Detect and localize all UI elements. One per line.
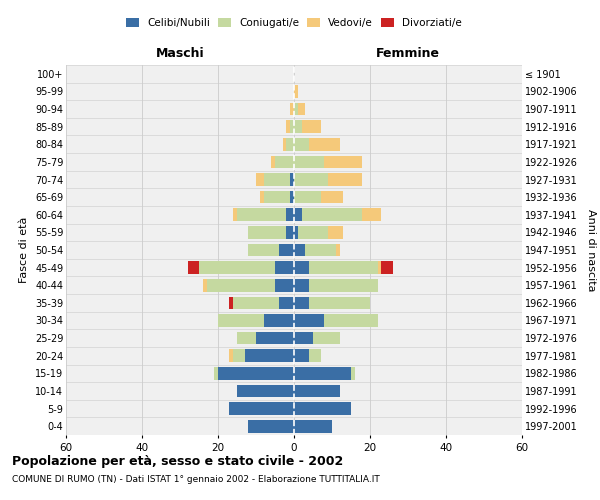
Bar [188, 262, 199, 274]
Bar [286, 138, 294, 150]
Bar [218, 367, 294, 380]
Bar [294, 420, 332, 432]
Bar [290, 120, 294, 133]
Bar [382, 262, 393, 274]
Bar [286, 226, 294, 238]
Bar [294, 244, 305, 256]
Bar [275, 262, 294, 274]
Bar [237, 384, 294, 398]
Y-axis label: Fasce di età: Fasce di età [19, 217, 29, 283]
Bar [294, 226, 298, 238]
Bar [298, 226, 328, 238]
Bar [294, 314, 325, 327]
Bar [328, 173, 362, 186]
Bar [309, 296, 370, 309]
Bar [309, 279, 377, 291]
Bar [283, 138, 286, 150]
Bar [362, 208, 382, 221]
Bar [305, 244, 336, 256]
Bar [229, 402, 294, 415]
Bar [290, 173, 294, 186]
Y-axis label: Anni di nascita: Anni di nascita [586, 209, 596, 291]
Bar [218, 314, 263, 327]
Bar [294, 367, 351, 380]
Bar [309, 350, 320, 362]
Bar [336, 244, 340, 256]
Bar [233, 350, 245, 362]
Bar [294, 173, 328, 186]
Bar [298, 102, 305, 116]
Bar [302, 120, 320, 133]
Bar [328, 226, 343, 238]
Text: Femmine: Femmine [376, 46, 440, 60]
Bar [286, 208, 294, 221]
Bar [294, 138, 309, 150]
Bar [233, 296, 279, 309]
Bar [290, 102, 294, 116]
Bar [309, 262, 377, 274]
Bar [294, 296, 309, 309]
Bar [214, 367, 218, 380]
Bar [275, 279, 294, 291]
Bar [263, 173, 290, 186]
Bar [309, 138, 340, 150]
Legend: Celibi/Nubili, Coniugati/e, Vedovi/e, Divorziati/e: Celibi/Nubili, Coniugati/e, Vedovi/e, Di… [126, 18, 462, 28]
Bar [294, 156, 325, 168]
Bar [203, 279, 206, 291]
Text: COMUNE DI RUMO (TN) - Dati ISTAT 1° gennaio 2002 - Elaborazione TUTTITALIA.IT: COMUNE DI RUMO (TN) - Dati ISTAT 1° genn… [12, 475, 380, 484]
Bar [286, 120, 290, 133]
Bar [294, 332, 313, 344]
Text: Maschi: Maschi [155, 46, 205, 60]
Bar [279, 296, 294, 309]
Bar [294, 279, 309, 291]
Bar [294, 191, 320, 203]
Bar [377, 262, 382, 274]
Bar [325, 156, 362, 168]
Bar [294, 85, 298, 98]
Bar [263, 191, 290, 203]
Bar [294, 208, 302, 221]
Bar [313, 332, 340, 344]
Bar [256, 173, 263, 186]
Bar [237, 332, 256, 344]
Bar [245, 350, 294, 362]
Bar [290, 191, 294, 203]
Bar [351, 367, 355, 380]
Bar [294, 102, 298, 116]
Bar [248, 244, 279, 256]
Bar [302, 208, 362, 221]
Bar [260, 191, 263, 203]
Bar [279, 244, 294, 256]
Bar [294, 120, 302, 133]
Bar [229, 296, 233, 309]
Bar [294, 402, 351, 415]
Bar [294, 384, 340, 398]
Bar [294, 262, 309, 274]
Bar [233, 208, 237, 221]
Text: Popolazione per età, sesso e stato civile - 2002: Popolazione per età, sesso e stato civil… [12, 455, 343, 468]
Bar [199, 262, 275, 274]
Bar [256, 332, 294, 344]
Bar [229, 350, 233, 362]
Bar [206, 279, 275, 291]
Bar [294, 350, 309, 362]
Bar [248, 226, 286, 238]
Bar [248, 420, 294, 432]
Bar [325, 314, 377, 327]
Bar [271, 156, 275, 168]
Bar [275, 156, 294, 168]
Bar [320, 191, 343, 203]
Bar [237, 208, 286, 221]
Bar [263, 314, 294, 327]
